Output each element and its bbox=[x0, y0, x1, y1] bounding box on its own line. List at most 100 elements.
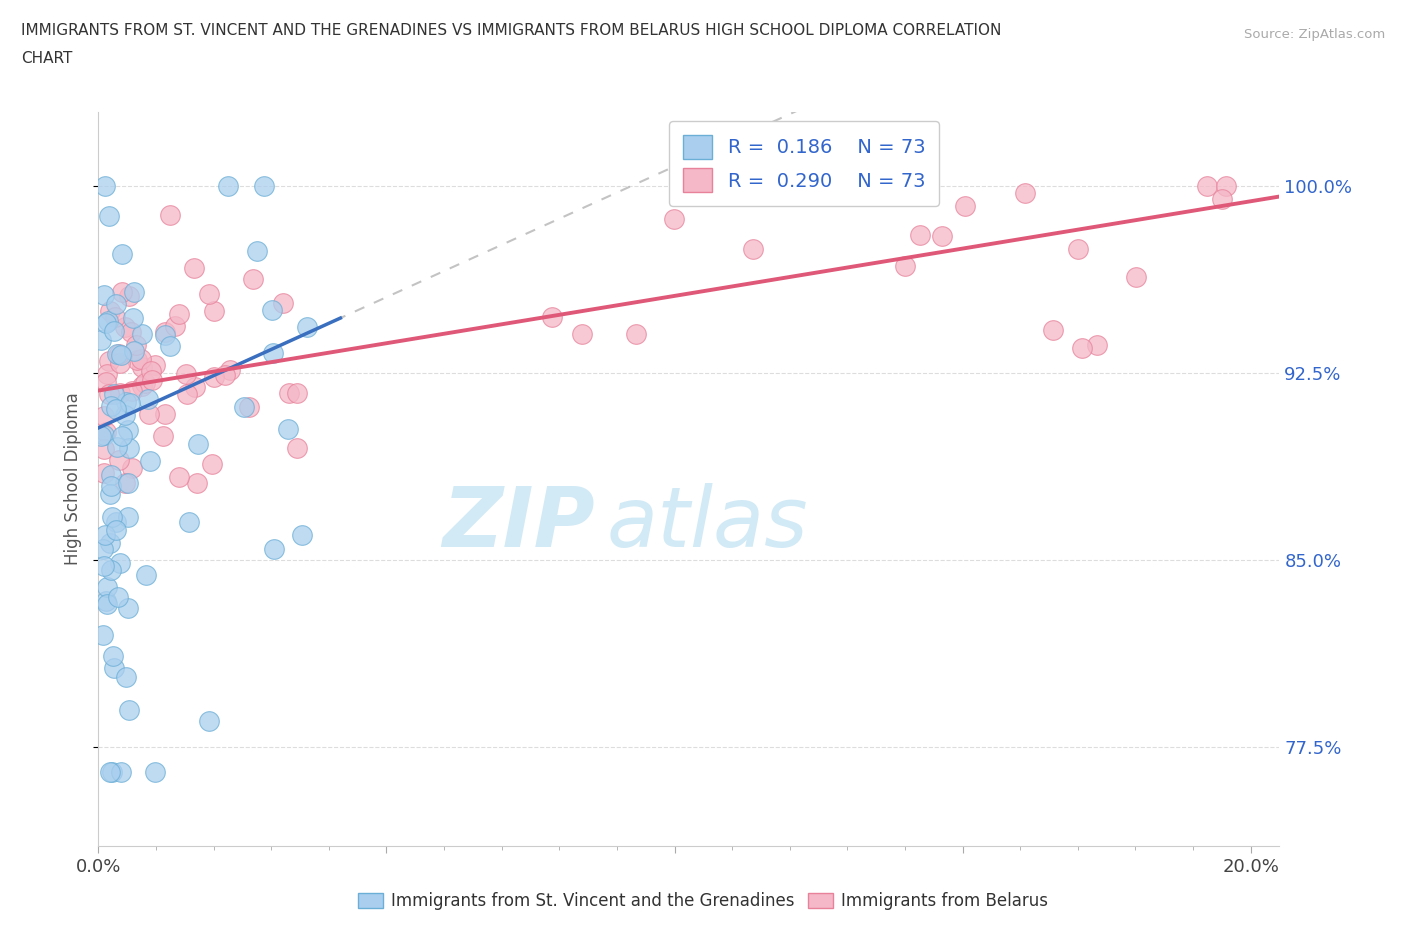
Point bbox=[94, 424, 117, 439]
Point bbox=[183, 260, 205, 275]
Point bbox=[96, 579, 118, 594]
Point bbox=[115, 670, 138, 684]
Point bbox=[104, 514, 127, 529]
Point bbox=[108, 356, 131, 371]
Point bbox=[1071, 341, 1094, 356]
Point bbox=[117, 510, 139, 525]
Text: IMMIGRANTS FROM ST. VINCENT AND THE GRENADINES VS IMMIGRANTS FROM BELARUS HIGH S: IMMIGRANTS FROM ST. VINCENT AND THE GREN… bbox=[21, 23, 1001, 38]
Point bbox=[271, 296, 294, 311]
Point bbox=[118, 395, 141, 410]
Point bbox=[104, 297, 127, 312]
Point bbox=[100, 467, 122, 482]
Point bbox=[100, 563, 122, 578]
Point bbox=[108, 453, 131, 468]
Point bbox=[153, 327, 176, 342]
Point bbox=[143, 358, 166, 373]
Point bbox=[263, 541, 285, 556]
Point bbox=[94, 528, 117, 543]
Point bbox=[97, 313, 120, 328]
Point bbox=[134, 376, 156, 391]
Point bbox=[278, 386, 301, 401]
Point bbox=[1211, 192, 1233, 206]
Point bbox=[124, 343, 146, 358]
Point bbox=[104, 523, 127, 538]
Legend: Immigrants from St. Vincent and the Grenadines, Immigrants from Belarus: Immigrants from St. Vincent and the Gren… bbox=[352, 885, 1054, 917]
Point bbox=[894, 259, 917, 273]
Point bbox=[122, 285, 145, 299]
Point bbox=[121, 460, 143, 475]
Point bbox=[624, 327, 647, 342]
Point bbox=[101, 648, 124, 663]
Point bbox=[1125, 270, 1147, 285]
Point bbox=[953, 199, 976, 214]
Point bbox=[100, 510, 122, 525]
Point bbox=[98, 487, 121, 502]
Point bbox=[262, 346, 284, 361]
Point bbox=[93, 287, 115, 302]
Point bbox=[138, 406, 160, 421]
Point bbox=[908, 228, 931, 243]
Legend: R =  0.186    N = 73, R =  0.290    N = 73: R = 0.186 N = 73, R = 0.290 N = 73 bbox=[669, 121, 939, 206]
Point bbox=[105, 440, 128, 455]
Point bbox=[108, 346, 131, 361]
Point bbox=[110, 246, 132, 261]
Point bbox=[103, 387, 125, 402]
Point bbox=[135, 568, 157, 583]
Point bbox=[103, 660, 125, 675]
Point bbox=[159, 207, 181, 222]
Point bbox=[98, 764, 121, 779]
Point bbox=[110, 348, 132, 363]
Point bbox=[201, 457, 224, 472]
Point bbox=[122, 311, 145, 325]
Point bbox=[125, 338, 148, 352]
Point bbox=[186, 475, 208, 490]
Point bbox=[97, 209, 120, 224]
Point bbox=[139, 364, 162, 379]
Point bbox=[117, 475, 139, 490]
Point bbox=[118, 441, 141, 456]
Y-axis label: High School Diploma: High School Diploma bbox=[63, 392, 82, 565]
Point bbox=[118, 288, 141, 303]
Point bbox=[1085, 338, 1108, 352]
Point bbox=[121, 384, 143, 399]
Point bbox=[291, 527, 314, 542]
Point bbox=[103, 323, 125, 338]
Point bbox=[253, 179, 276, 193]
Point bbox=[117, 423, 139, 438]
Point bbox=[176, 387, 198, 402]
Point bbox=[104, 310, 127, 325]
Point bbox=[96, 366, 118, 381]
Point bbox=[100, 764, 122, 779]
Point bbox=[184, 379, 207, 394]
Point bbox=[742, 242, 765, 257]
Point bbox=[104, 402, 127, 417]
Point bbox=[179, 514, 201, 529]
Point bbox=[159, 339, 181, 353]
Text: ZIP: ZIP bbox=[441, 483, 595, 564]
Point bbox=[187, 436, 209, 451]
Point bbox=[98, 354, 121, 369]
Point bbox=[242, 272, 264, 286]
Point bbox=[260, 302, 283, 317]
Point bbox=[91, 628, 114, 643]
Point bbox=[114, 476, 136, 491]
Point bbox=[100, 398, 122, 413]
Point bbox=[214, 367, 236, 382]
Point bbox=[93, 465, 115, 480]
Point bbox=[131, 326, 153, 341]
Point bbox=[152, 429, 174, 444]
Point bbox=[136, 392, 159, 406]
Point bbox=[285, 385, 308, 400]
Point bbox=[90, 429, 112, 444]
Point bbox=[129, 352, 152, 366]
Point bbox=[96, 597, 118, 612]
Point bbox=[169, 470, 191, 485]
Point bbox=[204, 304, 226, 319]
Point bbox=[110, 386, 132, 401]
Point bbox=[277, 422, 299, 437]
Point bbox=[139, 453, 162, 468]
Point bbox=[297, 319, 319, 334]
Point bbox=[218, 363, 240, 378]
Point bbox=[233, 399, 256, 414]
Point bbox=[114, 320, 136, 335]
